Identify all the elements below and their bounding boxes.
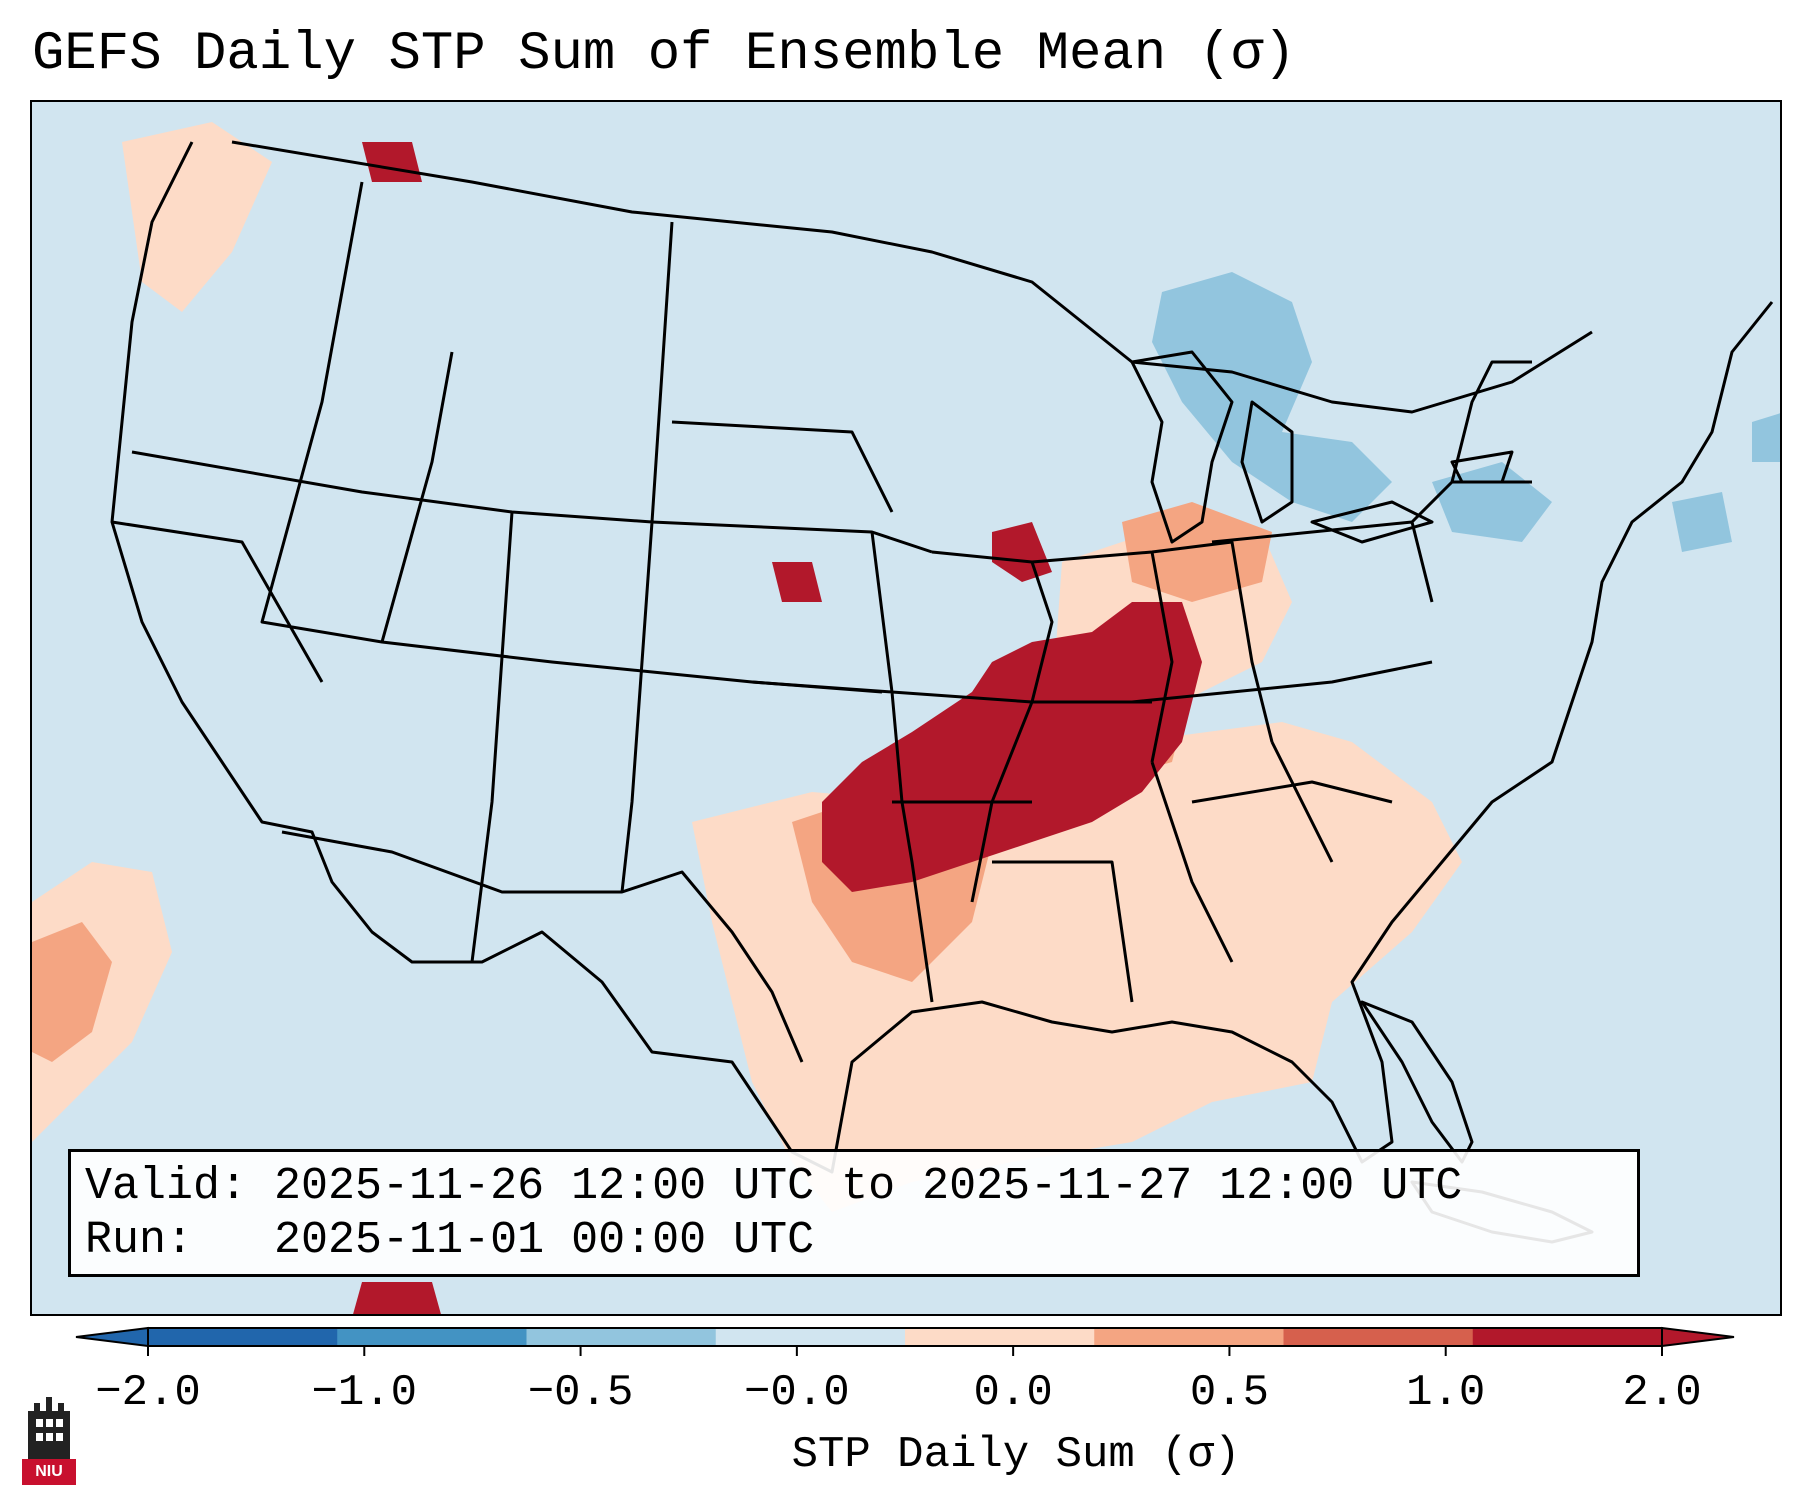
anomaly-area-high-3: [772, 562, 822, 602]
valid-value: 2025-11-26 12:00 UTC to 2025-11-27 12:00…: [274, 1161, 1463, 1212]
state-lines-central: [651, 420, 1152, 1003]
map-panel: Valid: 2025-11-26 12:00 UTC to 2025-11-2…: [30, 100, 1782, 1316]
anomaly-area-negative-4: [1752, 413, 1780, 462]
niu-logo: NIU: [22, 1393, 76, 1487]
mexico-border: [281, 830, 804, 1063]
colorbar-label: STP Daily Sum (σ): [791, 1430, 1241, 1480]
colorbar-max-arrow: [1661, 1326, 1735, 1348]
anomaly-area-light-nw: [122, 122, 272, 312]
colorbar-segment: [1094, 1328, 1284, 1346]
run-value: 2025-11-01 00:00 UTC: [274, 1215, 815, 1266]
colorbar-segment: [715, 1328, 906, 1346]
map-boundaries: [110, 140, 1774, 1244]
colorbar-segments: [147, 1328, 1663, 1356]
map-title: GEFS Daily STP Sum of Ensemble Mean (σ): [32, 24, 1296, 85]
anomaly-area-negative-2: [1432, 462, 1552, 542]
colorbar-tick-label: 0.5: [1189, 1368, 1270, 1418]
colorbar-tick-label: 0.0: [973, 1368, 1053, 1418]
map-canvas: [32, 122, 1780, 1314]
colorbar-tick-label: −2.0: [95, 1368, 201, 1418]
run-line: Run: 2025-11-01 00:00 UTC: [85, 1214, 1637, 1268]
anomaly-area-high-5: [362, 142, 422, 182]
colorbar-min-arrow: [75, 1326, 149, 1348]
colorbar-segment: [905, 1328, 1095, 1346]
castle-icon: [28, 1397, 70, 1459]
state-lines-east: [1031, 360, 1532, 963]
anomaly-area-medium-west: [32, 922, 112, 1062]
canada-border: [231, 140, 1593, 414]
validity-info-box: Valid: 2025-11-26 12:00 UTC to 2025-11-2…: [68, 1149, 1640, 1277]
state-lines-west: [111, 181, 883, 963]
colorbar-outline: [147, 1327, 1663, 1347]
anomaly-area-medium-2: [1122, 502, 1272, 602]
valid-label: Valid:: [85, 1161, 248, 1212]
valid-line: Valid: 2025-11-26 12:00 UTC to 2025-11-2…: [85, 1160, 1637, 1214]
colorbar-tick-label: 2.0: [1622, 1368, 1702, 1418]
run-label: Run:: [85, 1215, 194, 1266]
logo-text: NIU: [22, 1459, 76, 1485]
anomaly-area-high-2: [992, 522, 1052, 582]
colorbar-tick-label: 1.0: [1406, 1368, 1486, 1418]
florida: [1360, 1000, 1474, 1164]
colorbar-tick-label: −0.5: [527, 1368, 634, 1418]
colorbar-tick-label: −0.0: [744, 1368, 850, 1418]
colorbar-segment: [337, 1328, 527, 1346]
colorbar-segment: [148, 1328, 338, 1346]
anomaly-area-high-4: [353, 1282, 441, 1314]
anomaly-area-high: [822, 602, 1202, 892]
colorbar-tick-label: −1.0: [311, 1368, 418, 1418]
colorbar-segment: [1283, 1328, 1474, 1346]
colorbar-segment: [526, 1328, 717, 1346]
anomaly-field: [32, 122, 1780, 1314]
colorbar-segment: [1472, 1328, 1663, 1346]
us-outline: [110, 141, 1774, 1174]
anomaly-area-negative: [1152, 272, 1392, 522]
anomaly-area-light-gulf: [852, 982, 1152, 1142]
anomaly-area-negative-3: [1672, 492, 1732, 552]
great-lakes: [1130, 350, 1514, 544]
